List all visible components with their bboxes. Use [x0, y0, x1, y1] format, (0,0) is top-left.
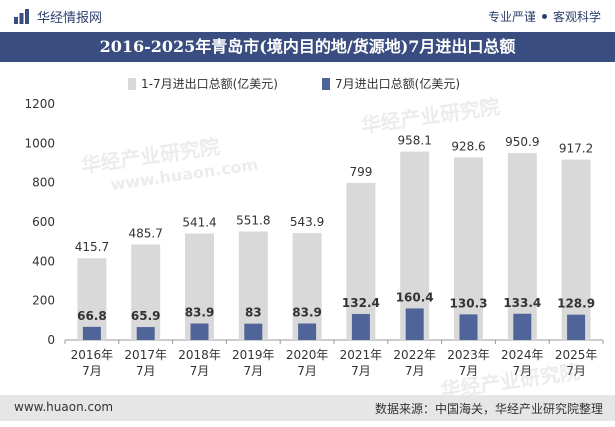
y-tick-label: 400 [32, 254, 55, 268]
data-label-cumulative: 917.2 [559, 142, 593, 156]
x-tick-label: 7月 [243, 364, 263, 378]
y-tick-label: 1200 [24, 97, 55, 111]
footer-url[interactable]: www.huaon.com [14, 400, 114, 414]
bar-monthly [513, 313, 532, 340]
data-label-cumulative: 928.6 [451, 139, 485, 153]
bar-cumulative [346, 182, 376, 340]
bar-monthly [459, 314, 478, 340]
bar-monthly [298, 323, 317, 340]
bar-monthly [405, 308, 424, 340]
data-label-cumulative: 551.8 [236, 213, 270, 227]
dot-icon [541, 14, 547, 19]
title-bar [0, 32, 615, 62]
x-tick-label: 7月 [297, 364, 317, 378]
x-tick-label: 2021年 [340, 348, 383, 362]
legend-label: 7月进出口总额(亿美元) [335, 76, 460, 91]
bar-monthly [351, 313, 370, 340]
footer-source: 数据来源：中国海关，华经产业研究院整理 [374, 402, 603, 416]
bar-monthly [567, 314, 586, 340]
legend-label: 1-7月进出口总额(亿美元) [141, 76, 278, 91]
data-label-monthly: 83.9 [185, 305, 215, 319]
data-label-monthly: 132.4 [342, 296, 380, 310]
data-label-cumulative: 950.9 [505, 135, 539, 149]
x-tick-label: 2022年 [393, 348, 436, 362]
slogan-left: 专业严谨 [487, 10, 536, 24]
data-label-monthly: 65.9 [131, 309, 161, 323]
x-tick-label: 2018年 [178, 348, 221, 362]
x-tick-label: 2019年 [232, 348, 275, 362]
x-tick-label: 2025年 [555, 348, 598, 362]
x-tick-label: 7月 [136, 364, 156, 378]
data-label-cumulative: 541.4 [182, 216, 216, 230]
data-label-monthly: 66.8 [77, 309, 107, 323]
bar-cumulative [561, 159, 591, 340]
x-tick-label: 7月 [405, 364, 425, 378]
bar-cumulative [292, 233, 322, 340]
bar-monthly [190, 323, 209, 340]
data-label-cumulative: 415.7 [75, 240, 109, 254]
x-tick-label: 2020年 [286, 348, 329, 362]
x-tick-label: 7月 [566, 364, 586, 378]
bar-cumulative [131, 244, 161, 340]
slogan-right: 客观科学 [552, 10, 601, 24]
bar-monthly [136, 327, 155, 340]
chart-title: 2016-2025年青岛市(境内目的地/货源地)7月进出口总额 [99, 37, 516, 56]
logo-icon [14, 9, 29, 24]
x-tick-label: 7月 [459, 364, 479, 378]
x-tick-label: 2023年 [447, 348, 490, 362]
brand-name: 华经情报网 [37, 11, 103, 26]
x-tick-label: 2024年 [501, 348, 544, 362]
x-tick-label: 7月 [82, 364, 102, 378]
x-tick-label: 7月 [512, 364, 532, 378]
data-label-cumulative: 958.1 [398, 134, 432, 148]
data-label-monthly: 133.4 [503, 296, 541, 310]
data-label-cumulative: 543.9 [290, 215, 324, 229]
slogan: 专业严谨 客观科学 [488, 8, 601, 25]
y-tick-label: 800 [32, 176, 55, 190]
top-bar: 华经情报网 专业严谨 客观科学 [0, 0, 615, 32]
data-label-cumulative: 799 [349, 165, 372, 179]
data-label-monthly: 83.9 [292, 305, 322, 319]
bar-monthly [244, 323, 263, 340]
x-tick-label: 2017年 [124, 348, 167, 362]
y-tick-label: 0 [47, 333, 55, 347]
x-tick-label: 2016年 [71, 348, 114, 362]
data-label-monthly: 83 [245, 306, 262, 320]
footer-bar [0, 395, 615, 421]
bar-cumulative [185, 233, 214, 340]
data-label-cumulative: 485.7 [129, 226, 163, 240]
bar-monthly [82, 326, 101, 340]
x-tick-label: 7月 [351, 364, 371, 378]
legend-swatch [128, 78, 136, 90]
data-label-monthly: 130.3 [450, 296, 488, 310]
bar-cumulative [77, 258, 107, 340]
y-tick-label: 200 [32, 294, 55, 308]
x-tick-label: 7月 [190, 364, 210, 378]
data-label-monthly: 160.4 [396, 290, 434, 304]
bar-cumulative [507, 152, 537, 340]
data-label-monthly: 128.9 [557, 297, 595, 311]
y-tick-label: 600 [32, 215, 55, 229]
legend-swatch [322, 78, 330, 90]
bar-chart: 1-7月进出口总额(亿美元) 7月进出口总额(亿美元) 0 200 400 600 800 1… [24, 76, 604, 378]
bar-cumulative [238, 231, 268, 340]
y-tick-label: 1000 [24, 136, 55, 150]
bar-cumulative [454, 157, 483, 340]
